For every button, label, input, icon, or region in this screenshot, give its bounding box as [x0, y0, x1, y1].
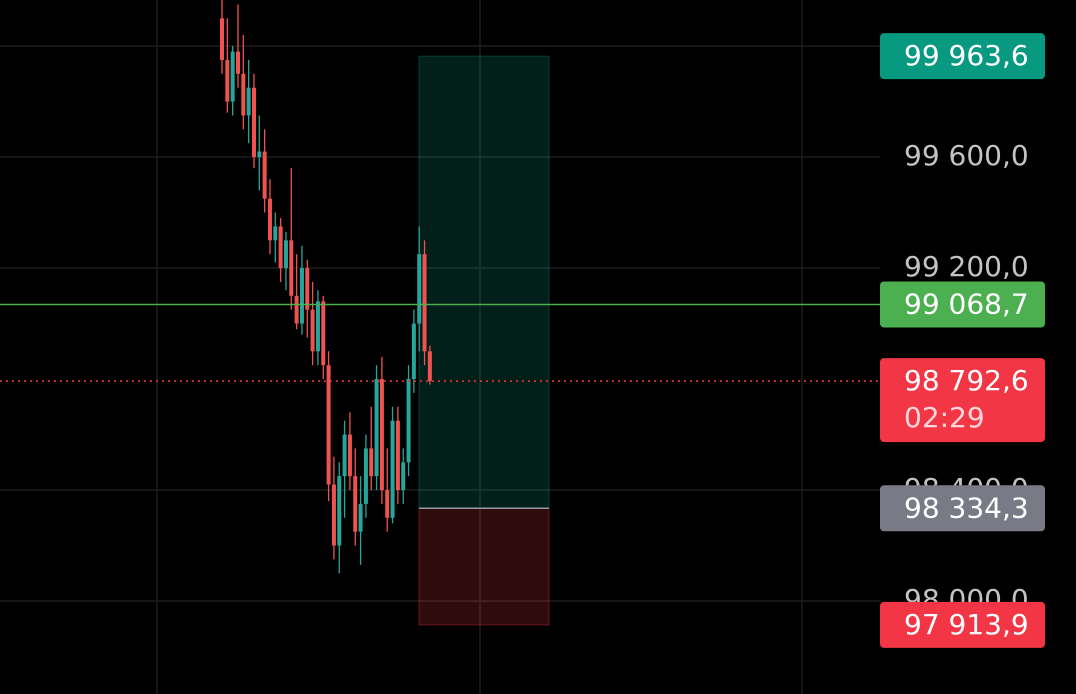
candle-body — [283, 240, 288, 269]
candle-body — [347, 434, 352, 477]
candle-body — [273, 226, 278, 241]
candle-body — [337, 476, 342, 546]
candle-body — [321, 301, 326, 366]
price-badge-label: 99 068,7 — [904, 287, 1029, 320]
candle-body — [411, 323, 416, 380]
price-badges: 99 963,6 99 068,7 98 792,6 02:29 98 334,3 97 … — [880, 33, 1045, 648]
price-badge — [880, 281, 1045, 328]
candle-body — [225, 59, 230, 102]
candle-body — [342, 434, 347, 477]
price-lines — [0, 303, 880, 510]
price-badge — [880, 485, 1045, 532]
price-badge-label: 98 334,3 — [904, 491, 1029, 524]
candle-body — [358, 503, 363, 532]
y-tick-label: 99 200,0 — [904, 250, 1029, 283]
candle-body — [262, 151, 267, 199]
candle-body — [257, 151, 262, 158]
candle-body — [379, 379, 384, 491]
price-badge — [880, 358, 1045, 443]
candle-body — [310, 309, 315, 352]
candle-body — [220, 18, 224, 60]
candle-body — [374, 379, 379, 477]
candle-body — [278, 226, 283, 269]
candle-body — [417, 254, 422, 324]
candle-body — [390, 420, 395, 518]
candle-body — [369, 448, 374, 477]
candle-body — [331, 484, 336, 546]
candle-body — [251, 87, 256, 158]
candle-body — [353, 476, 358, 532]
candle-body — [294, 295, 299, 324]
candle-body — [326, 365, 331, 485]
candle-body — [422, 254, 427, 352]
candle-body — [401, 462, 406, 491]
candle-body — [246, 87, 251, 116]
price-badge — [880, 601, 1045, 648]
price-badge-label: 99 963,6 — [904, 39, 1029, 72]
grid — [0, 45, 880, 602]
candle-body — [406, 379, 411, 463]
candle-body — [299, 268, 304, 324]
price-badge — [880, 33, 1045, 80]
y-tick-label: 99 600,0 — [904, 139, 1029, 172]
profit-zone — [418, 55, 550, 509]
loss-zone — [418, 507, 550, 626]
price-badge-label: 98 792,6 — [904, 364, 1029, 397]
candle-body — [289, 240, 294, 296]
candle-body — [395, 420, 400, 491]
candle-body — [363, 448, 368, 504]
candle-body — [427, 351, 432, 382]
candle-body — [230, 51, 235, 102]
position-box — [418, 55, 550, 626]
candle-body — [315, 301, 320, 352]
price-badge-label: 97 913,9 — [904, 608, 1029, 641]
candle-body — [305, 268, 310, 310]
countdown: 02:29 — [904, 401, 985, 434]
candle-body — [241, 73, 246, 116]
candle-body — [385, 490, 390, 518]
candle-body — [235, 51, 240, 74]
candle-body — [267, 198, 272, 241]
candles — [220, 0, 432, 574]
